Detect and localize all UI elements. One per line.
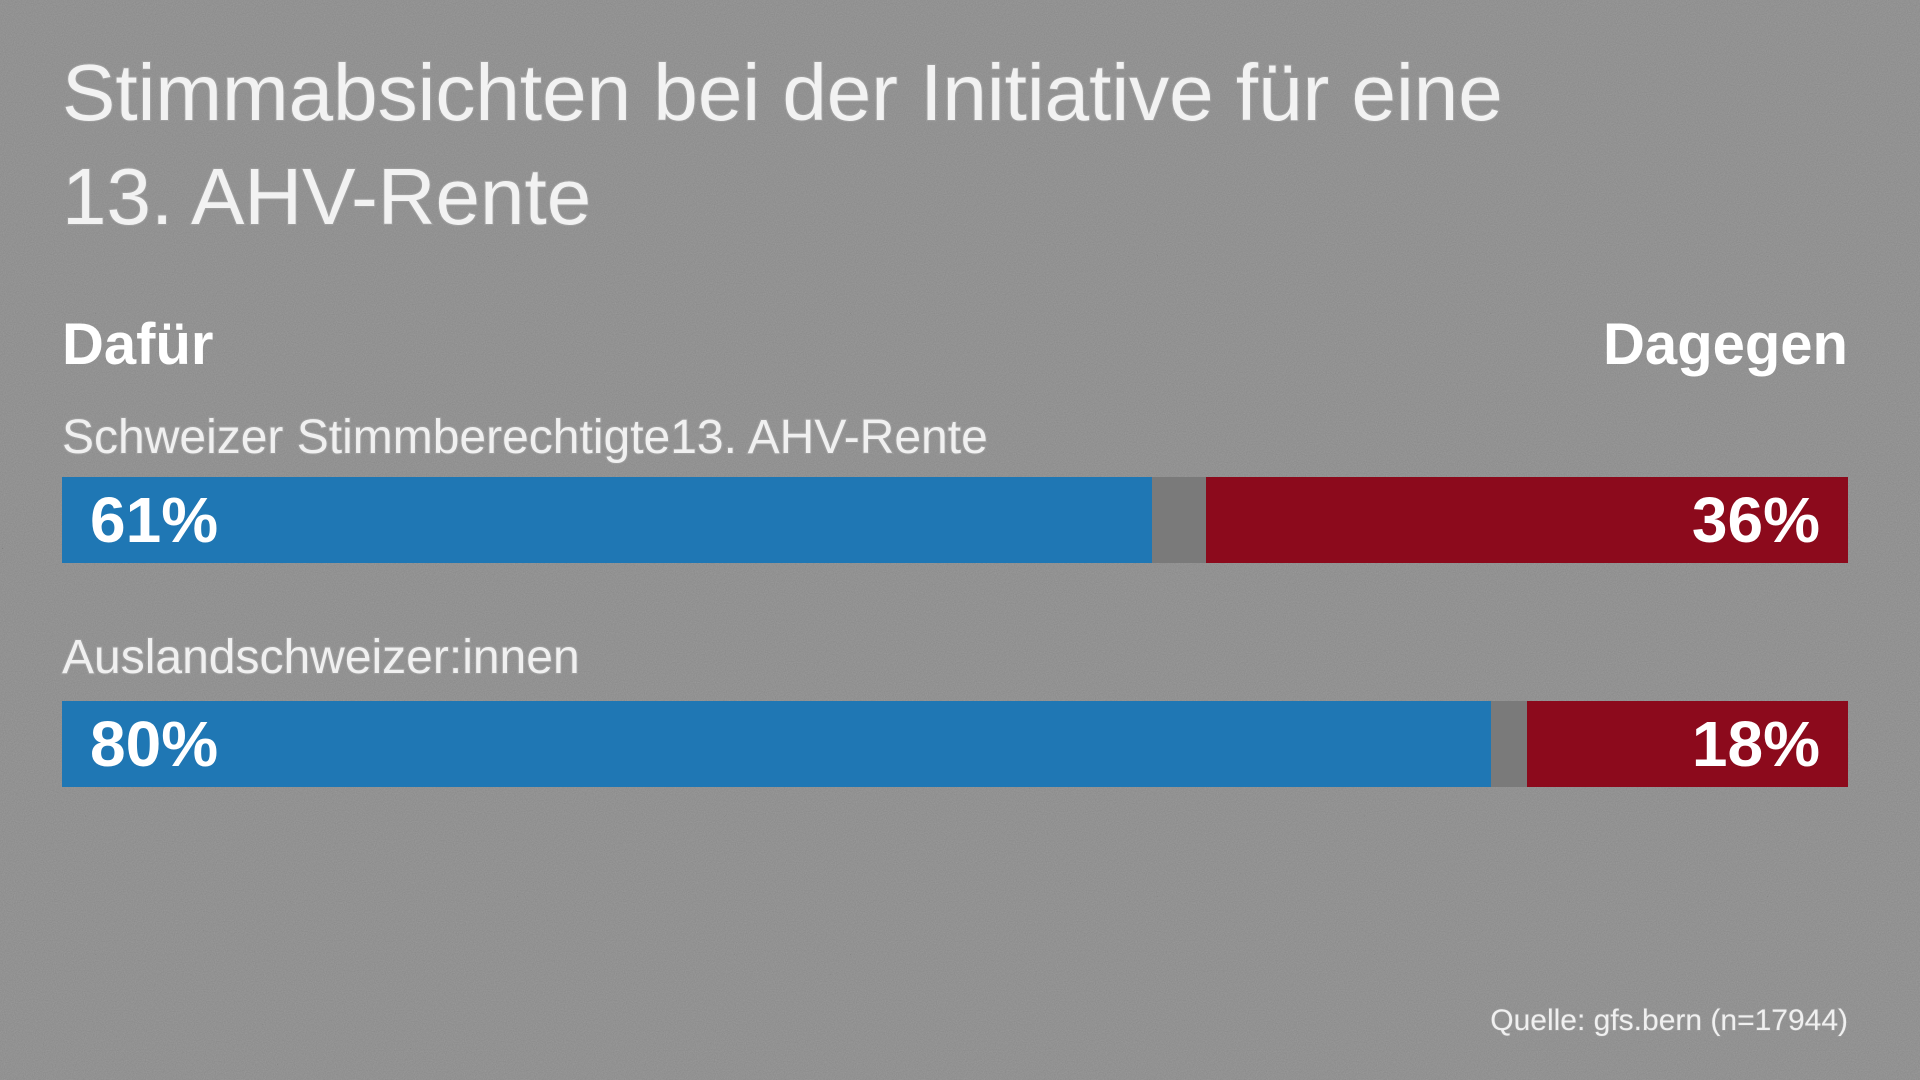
svg-text:Schweizer Stimmberechtigte13.: Schweizer Stimmberechtigte13. AHV-Rente xyxy=(62,411,988,464)
svg-text:13. AHV-Rente: 13. AHV-Rente xyxy=(62,152,591,241)
svg-text:Auslandschweizer:innen: Auslandschweizer:innen xyxy=(62,631,580,684)
svg-text:Quelle: gfs.bern (n=17944): Quelle: gfs.bern (n=17944) xyxy=(1490,1004,1848,1037)
svg-text:Stimmabsichten bei der Initiat: Stimmabsichten bei der Initiative für ei… xyxy=(62,48,1503,137)
